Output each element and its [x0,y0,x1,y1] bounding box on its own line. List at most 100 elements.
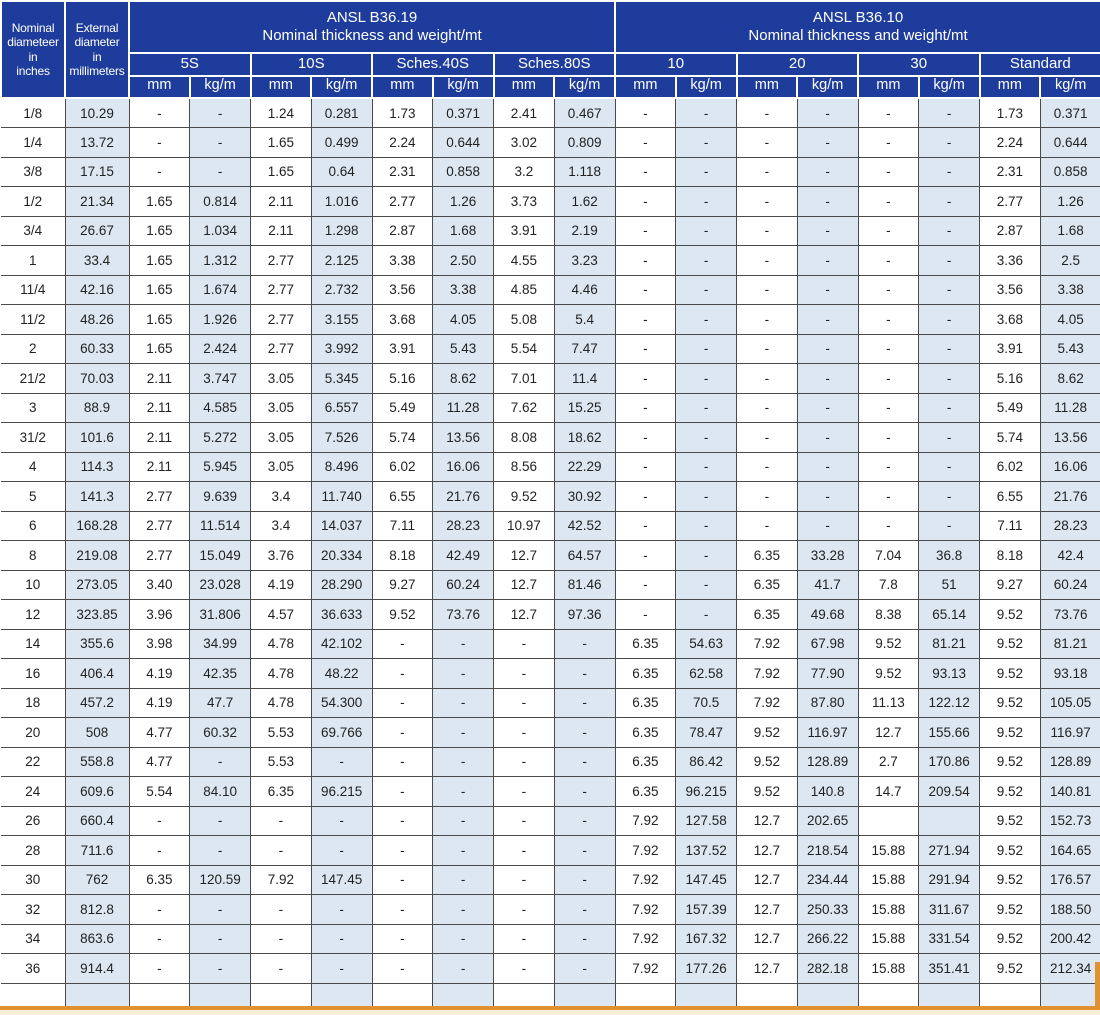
data-cell: 9.52 [979,776,1041,807]
data-cell: 9.52 [979,687,1041,718]
data-cell: - [736,481,798,512]
table-row: 1/2 21.34 1.65 0.814 2.11 1.016 2.77 1.26 3.73 1.… [1,186,1100,217]
cell-nominal-diameter: 18 [1,687,66,718]
data-cell: 13.56 [432,422,494,453]
data-cell: - [857,186,920,217]
table-row: 24 609.6 5.54 84.10 6.35 96.215- - - -6.35 96.215… [1,776,1100,807]
data-cell: 8.08 [493,422,555,453]
data-cell: - [553,658,616,689]
data-cell: 3.38 [371,245,434,276]
data-cell: 60.32 [189,717,251,748]
data-cell: 1.24 [250,97,312,128]
data-cell: 282.18 [796,953,859,984]
data-cell: - [371,776,434,807]
data-cell [918,805,981,836]
data-cell: 4.77 [128,717,191,748]
table-row: 8 219.08 2.77 15.049 3.76 20.334 8.18 42.49 12.7… [1,540,1100,571]
data-cell: 2.11 [250,186,312,217]
data-cell: 7.62 [493,392,555,423]
data-cell: 3.68 [979,304,1041,335]
empty-cell [796,982,859,1006]
data-cell: 116.97 [1039,717,1100,748]
cell-nominal-diameter: 12 [1,599,66,630]
data-cell: - [310,835,373,866]
data-cell: - [796,97,859,128]
empty-cell [675,982,738,1006]
table-row: 10 273.05 3.40 23.028 4.19 28.290 9.27 60.24 12.… [1,569,1100,600]
data-cell: 2.11 [128,392,191,423]
data-cell: 4.19 [128,658,191,689]
cell-external-diameter: 812.8 [64,894,130,925]
data-cell: 128.89 [1039,746,1100,777]
data-cell: - [371,835,434,866]
data-cell: - [493,746,555,777]
group-subtitle: Nominal thickness and weight/mt [262,27,482,45]
data-cell: - [553,776,616,807]
data-cell: 54.300 [310,687,373,718]
data-cell: 1.68 [1039,215,1100,246]
data-cell: - [432,628,494,659]
data-cell: 64.57 [553,540,616,571]
table-row: 28 711.6- - - - - - - -7.92 137.52 12.7 218.54 15.88… [1,835,1100,866]
table-body: 1/8 10.29- -1.24 0.281 1.73 0.371 2.41 0.467- - -… [1,97,1100,1006]
data-cell: 2.77 [128,481,191,512]
data-cell: 2.50 [432,245,494,276]
data-cell: 9.52 [979,864,1041,895]
data-cell: 6.35 [614,746,677,777]
header-schedule-10s: 10S [249,52,373,77]
data-cell: - [189,835,251,866]
data-cell: - [918,215,981,246]
data-cell: 18.62 [553,422,616,453]
data-cell: - [128,953,191,984]
data-cell: 67.98 [796,628,859,659]
data-cell: - [614,510,677,541]
data-cell: 7.92 [250,864,312,895]
data-cell: - [675,333,738,364]
data-cell: - [371,746,434,777]
data-cell: 4.77 [128,746,191,777]
data-cell: 234.44 [796,864,859,895]
data-cell: 11.28 [1039,392,1100,423]
data-cell: 6.557 [310,392,373,423]
data-cell: 1.65 [128,186,191,217]
cell-nominal-diameter: 11/2 [1,304,66,335]
empty-cell [64,982,130,1006]
data-cell: 152.73 [1039,805,1100,836]
data-cell: - [796,451,859,482]
data-cell: - [918,186,981,217]
data-cell: - [371,923,434,954]
cell-nominal-diameter: 36 [1,953,66,984]
table-row: 21/2 70.03 2.11 3.747 3.05 5.345 5.16 8.62 7.01 1… [1,363,1100,394]
data-cell: 2.24 [979,127,1041,158]
data-cell: 128.89 [796,746,859,777]
data-cell: 73.76 [432,599,494,630]
data-cell: 2.87 [371,215,434,246]
data-cell: 15.88 [857,894,920,925]
data-cell: 12.7 [736,864,798,895]
table-row: 1/4 13.72- -1.65 0.499 2.24 0.644 3.02 0.809- - -… [1,127,1100,158]
data-cell: 12.7 [493,599,555,630]
data-cell: 11.4 [553,363,616,394]
cell-external-diameter: 88.9 [64,392,130,423]
data-cell: 9.52 [979,835,1041,866]
data-cell: 13.56 [1039,422,1100,453]
data-cell: - [918,127,981,158]
unit-header-mm: mm [614,75,677,99]
cell-external-diameter: 17.15 [64,156,130,187]
data-cell: - [857,304,920,335]
data-cell: 14.7 [857,776,920,807]
data-cell: 122.12 [918,687,981,718]
data-cell: - [675,97,738,128]
data-cell: 16.06 [1039,451,1100,482]
data-cell: 2.77 [979,186,1041,217]
data-cell: 23.028 [189,569,251,600]
cell-external-diameter: 609.6 [64,776,130,807]
data-cell: 2.732 [310,274,373,305]
table-row: 3/4 26.67 1.65 1.034 2.11 1.298 2.87 1.68 3.91 2.… [1,215,1100,246]
data-cell: 60.24 [1039,569,1100,600]
data-cell: 2.77 [250,245,312,276]
empty-cell [1,982,66,1006]
cell-external-diameter: 48.26 [64,304,130,335]
data-cell: 1.926 [189,304,251,335]
table-row: 4 114.3 2.11 5.945 3.05 8.496 6.02 16.06 8.56 22.… [1,451,1100,482]
